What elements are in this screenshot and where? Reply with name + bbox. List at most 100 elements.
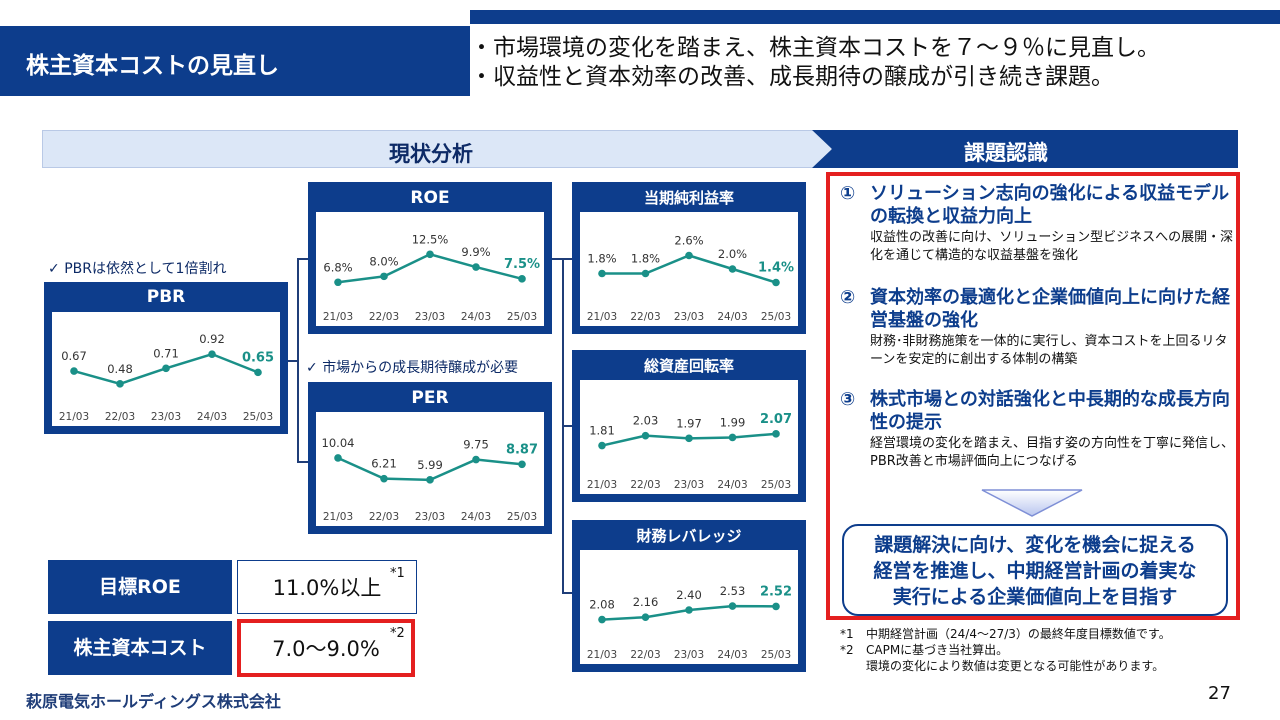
data-label: 2.40	[676, 588, 702, 602]
x-tick-label: 25/03	[761, 479, 791, 491]
goal-statement: 課題解決に向け、変化を機会に捉える 経営を推進し、中期経営計画の着実な 実行によ…	[842, 524, 1228, 616]
connector-line	[552, 258, 564, 260]
x-tick-label: 24/03	[461, 511, 491, 523]
x-tick-label: 21/03	[323, 511, 353, 523]
data-point	[598, 441, 606, 450]
x-tick-label: 21/03	[59, 411, 89, 423]
x-tick-label: 23/03	[415, 311, 445, 323]
connector-line	[562, 592, 572, 594]
x-tick-label: 25/03	[507, 311, 537, 323]
data-point	[162, 364, 170, 373]
issues-panel: ① ソリューション志向の強化による収益モデルの転換と収益力向上 収益性の改善に向け…	[826, 172, 1240, 620]
x-tick-label: 22/03	[630, 311, 660, 323]
data-point	[685, 251, 693, 260]
data-label: 2.53	[720, 584, 746, 598]
x-tick-label: 24/03	[197, 411, 227, 423]
x-tick-label: 21/03	[587, 649, 617, 661]
data-point	[116, 380, 124, 388]
data-point	[685, 434, 693, 443]
data-label: 0.65	[242, 350, 274, 365]
data-point	[426, 250, 434, 259]
target-roe-label: 目標ROE	[48, 560, 232, 614]
x-tick-label: 25/03	[761, 649, 791, 661]
x-tick-label: 25/03	[507, 511, 537, 523]
x-tick-label: 22/03	[630, 479, 660, 491]
series-line	[337, 252, 523, 284]
issues-band: 課題認識	[812, 130, 1238, 168]
data-point	[641, 613, 650, 621]
data-label: 2.6%	[674, 234, 703, 248]
connector-line	[562, 258, 572, 260]
data-label: 2.07	[760, 412, 792, 427]
data-point	[518, 460, 526, 469]
headline: ・市場環境の変化を踏まえ、株主資本コストを７～９％に見直し。 ・収益性と資本効率…	[470, 34, 1160, 92]
data-label: 1.8%	[631, 252, 660, 266]
x-tick-label: 23/03	[151, 411, 181, 423]
asset-turnover-chart-card: 総資産回転率 1.81 21/03 2.03 22/03 1.97 23/03 1.99 24…	[572, 350, 806, 502]
headline-line-2: ・収益性と資本効率の改善、成長期待の醸成が引き続き課題。	[470, 64, 1114, 90]
leverage-chart-card: 財務レバレッジ 2.08 21/03 2.16 22/03 2.40 23/03 2.53 2…	[572, 520, 806, 672]
data-label: 1.8%	[587, 252, 616, 266]
issue-3: ③ 株式市場との対話強化と中長期的な成長方向性の提示 経営環境の変化を踏まえ、目指…	[840, 389, 1235, 469]
analysis-band: 現状分析	[42, 130, 832, 168]
pbr-chart-card: PBR 0.67 21/03 0.48 22/03 0.71 23/03 0.92 24/03…	[44, 282, 288, 434]
x-tick-label: 23/03	[415, 511, 445, 523]
data-point	[598, 269, 606, 278]
page-title: 株主資本コストの見直し	[0, 26, 470, 96]
check-icon: ✓	[306, 360, 318, 376]
connector-line	[562, 425, 572, 427]
footnote-mark: *2	[390, 626, 405, 641]
data-point	[685, 606, 693, 614]
header-accent-bar	[470, 10, 1280, 24]
data-point	[380, 474, 388, 483]
series-line	[602, 254, 777, 284]
x-tick-label: 21/03	[587, 479, 617, 491]
data-point	[70, 367, 78, 375]
chart-title: 財務レバレッジ	[636, 527, 742, 545]
data-label: 2.52	[760, 584, 792, 599]
data-label: 6.8%	[323, 260, 352, 274]
down-arrow-icon	[981, 489, 1083, 517]
data-point	[772, 278, 780, 287]
data-label: 6.21	[371, 457, 397, 471]
roe-chart: 6.8% 21/03 8.0% 22/03 12.5% 23/03 9.9% 24/03 7.5…	[323, 232, 540, 323]
data-point	[334, 278, 342, 287]
x-tick-label: 24/03	[717, 311, 747, 323]
connector-line	[287, 360, 299, 362]
check-icon: ✓	[48, 261, 60, 277]
chart-title: PER	[411, 388, 449, 408]
x-tick-label: 22/03	[369, 511, 399, 523]
data-point	[208, 350, 216, 358]
data-point	[254, 368, 262, 377]
x-tick-label: 23/03	[674, 649, 704, 661]
net-margin-chart-card: 当期純利益率 1.8% 21/03 1.8% 22/03 2.6% 23/03 2.0% 24…	[572, 182, 806, 334]
data-label: 9.9%	[461, 245, 490, 259]
data-label: 1.4%	[758, 261, 794, 276]
roe-chart-card: ROE 6.8% 21/03 8.0% 22/03 12.5% 23/03 9.9% 24/0…	[308, 182, 552, 334]
cost-of-equity-value: 7.0～9.0%	[237, 619, 415, 677]
x-tick-label: 23/03	[674, 479, 704, 491]
data-label: 7.5%	[504, 257, 540, 272]
data-point	[728, 602, 737, 610]
net-margin-chart: 1.8% 21/03 1.8% 22/03 2.6% 23/03 2.0% 24/03 1.4%…	[587, 234, 794, 324]
data-label: 2.0%	[718, 247, 747, 261]
per-chart-card: PER 10.04 21/03 6.21 22/03 5.99 23/03 9.75 24/0…	[308, 382, 552, 534]
chart-title: 総資産回転率	[643, 357, 734, 375]
data-point	[772, 602, 780, 611]
data-point	[641, 431, 650, 440]
issue-1: ① ソリューション志向の強化による収益モデルの転換と収益力向上 収益性の改善に向け…	[840, 183, 1234, 263]
data-point	[728, 433, 737, 442]
x-tick-label: 24/03	[717, 649, 747, 661]
headline-line-1: ・市場環境の変化を踏まえ、株主資本コストを７～９％に見直し。	[470, 35, 1160, 61]
data-point	[380, 272, 388, 281]
footnote-mark: *1	[390, 566, 405, 581]
asset-turnover-chart: 1.81 21/03 2.03 22/03 1.97 23/03 1.99 24/03 2.07…	[587, 412, 792, 491]
company-name: 萩原電気ホールディングス株式会社	[26, 692, 281, 711]
connector-line	[297, 258, 299, 463]
data-label: 0.67	[61, 349, 87, 363]
x-tick-label: 24/03	[717, 479, 747, 491]
x-tick-label: 21/03	[323, 311, 353, 323]
data-label: 2.08	[589, 598, 615, 612]
data-point	[641, 269, 650, 278]
data-label: 10.04	[322, 436, 355, 450]
